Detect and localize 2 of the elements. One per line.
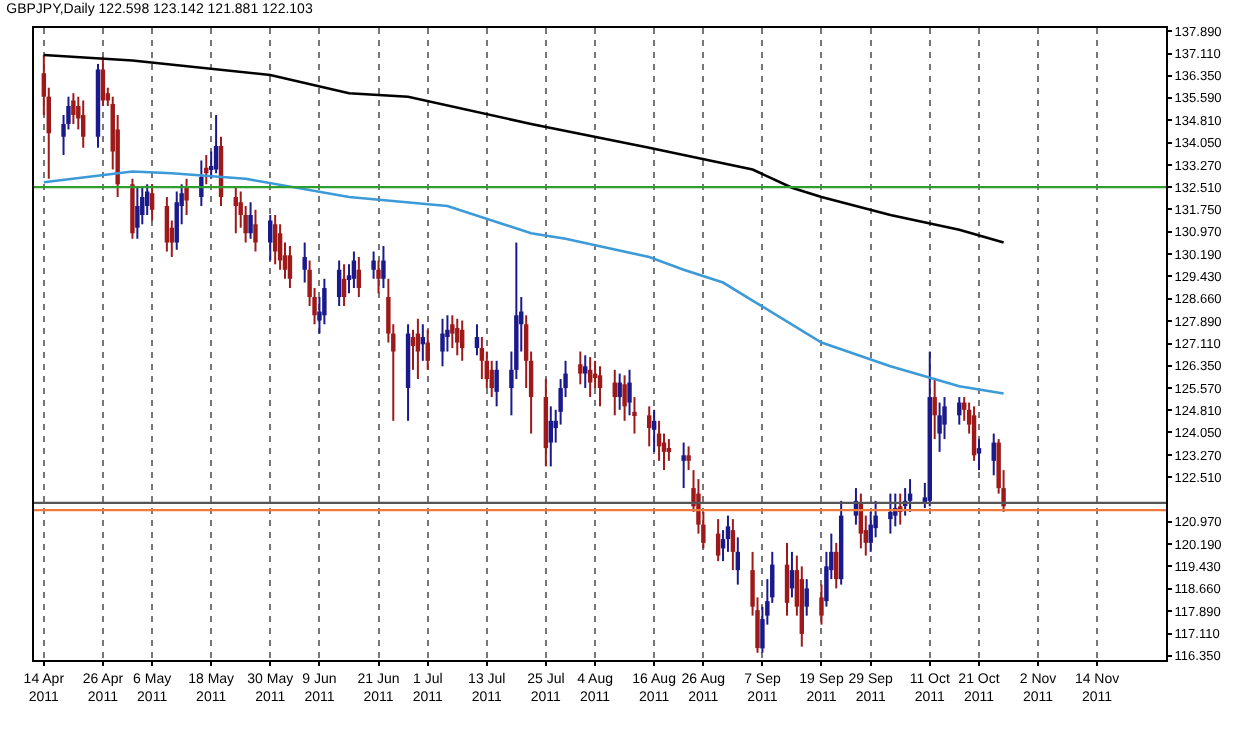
line-series (42, 53, 1005, 244)
line-series (42, 170, 1005, 395)
